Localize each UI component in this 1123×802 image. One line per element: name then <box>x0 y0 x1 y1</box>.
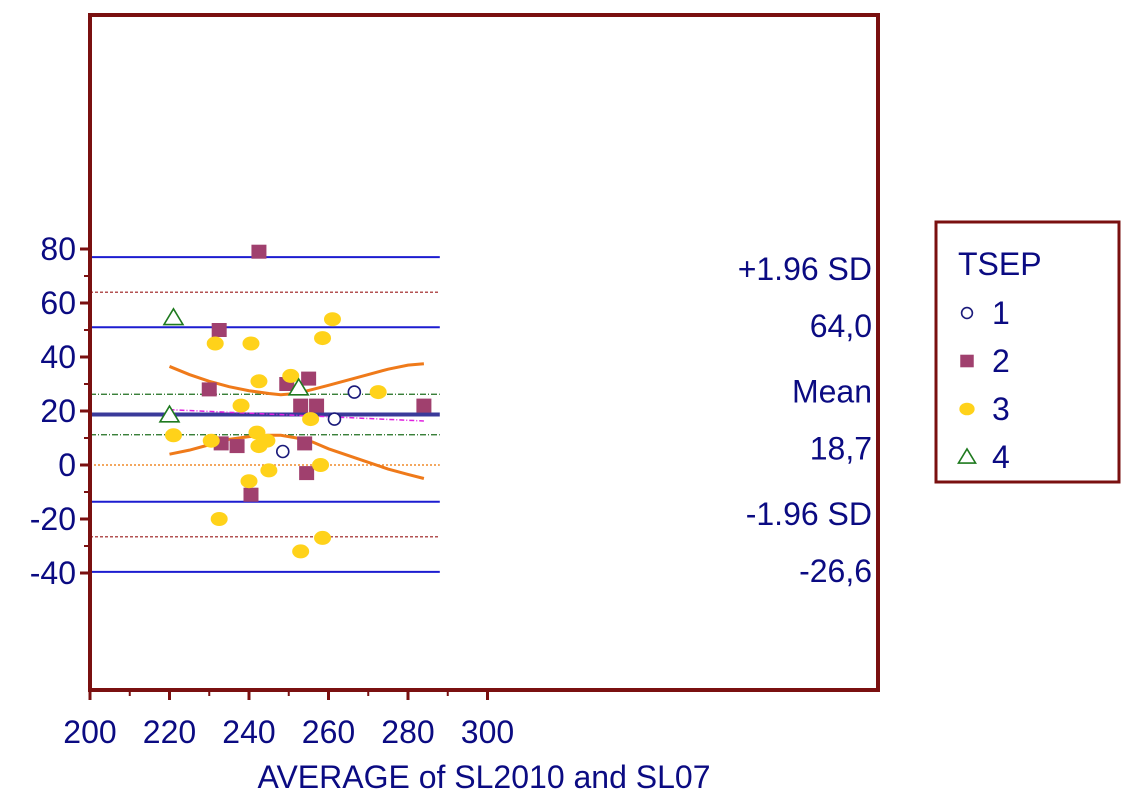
axes: 200 220 240 260 280 300 -40 -20 0 20 40 60 80 <box>30 231 514 750</box>
y-tick-label-5: 60 <box>40 285 76 321</box>
legend-label-1: 1 <box>992 295 1010 331</box>
x-tick-label-1: 220 <box>143 714 196 750</box>
data-point-series-3-10 <box>202 433 220 448</box>
data-point-series-3-9 <box>164 428 182 443</box>
legend-marker-1 <box>960 306 974 320</box>
regression-line <box>169 408 424 422</box>
data-point-series-2-1 <box>211 323 227 337</box>
data-point-series-3-6 <box>232 398 250 413</box>
y-tick-label-2: 0 <box>58 447 76 483</box>
plot-frame <box>88 13 880 692</box>
data-point-series-2-7 <box>416 398 432 413</box>
data-point-series-3-0 <box>323 312 341 327</box>
data-point-series-2-4 <box>301 371 317 386</box>
data-point-series-1-2 <box>275 444 290 459</box>
data-point-series-2-11 <box>299 466 315 481</box>
data-point-series-1-1 <box>327 412 342 426</box>
legend-box <box>934 220 1121 484</box>
legend-label-2: 2 <box>992 343 1010 379</box>
y-tick-label-6: 80 <box>40 231 76 267</box>
data-point-series-3-16 <box>312 458 330 472</box>
data-point-series-1-0 <box>347 385 362 399</box>
data-point-series-3-13 <box>258 433 276 448</box>
data-point-series-3-7 <box>369 385 387 400</box>
data-point-series-3-2 <box>242 336 260 351</box>
y-tick-label-4: 40 <box>40 339 76 375</box>
x-tick-label-3: 260 <box>302 714 355 750</box>
y-tick-label-3: 20 <box>40 393 76 429</box>
y-tick-label-1: -20 <box>30 501 76 537</box>
data-point-series-3-4 <box>250 374 268 389</box>
x-tick-label-2: 240 <box>222 714 275 750</box>
legend-marker-4 <box>957 447 977 464</box>
legend-label-3: 3 <box>992 391 1010 427</box>
legend-title: TSEP <box>958 246 1042 282</box>
data-point-series-3-8 <box>302 412 320 427</box>
upper-loa-value: 64,0 <box>810 308 872 344</box>
data-point-series-2-5 <box>293 398 309 413</box>
upper-loa-label: +1.96 SD <box>738 251 872 287</box>
legend-marker-2 <box>960 354 974 368</box>
data-point-series-4-0 <box>162 307 185 326</box>
data-point-series-3-5 <box>282 368 300 383</box>
x-tick-label-4: 280 <box>381 714 434 750</box>
y-tick-label-0: -40 <box>30 555 76 591</box>
lower-loa-value: -26,6 <box>799 553 872 589</box>
data-point-series-2-12 <box>243 487 259 502</box>
mean-label: Mean <box>792 374 872 410</box>
data-point-series-3-15 <box>240 474 258 489</box>
x-tick-label-5: 300 <box>461 714 514 750</box>
plot-area: +1.96 SD 64,0 Mean 18,7 -1.96 SD -26,6 <box>90 244 872 589</box>
data-point-series-2-2 <box>201 382 217 397</box>
data-point-series-3-18 <box>314 530 332 545</box>
mean-value: 18,7 <box>810 431 872 467</box>
legend: TSEP 1 2 3 4 <box>934 220 1121 484</box>
x-axis-title: AVERAGE of SL2010 and SL07 <box>257 759 710 795</box>
data-point-series-4-2 <box>158 404 181 423</box>
data-point-series-3-1 <box>206 336 224 351</box>
data-point-series-4-1 <box>287 377 310 396</box>
data-point-series-2-0 <box>251 244 267 259</box>
data-point-series-3-17 <box>210 512 228 526</box>
data-point-series-3-3 <box>314 331 332 346</box>
data-point-series-2-6 <box>309 398 325 413</box>
legend-label-4: 4 <box>992 439 1010 475</box>
data-point-series-2-10 <box>297 436 313 451</box>
x-tick-label-0: 200 <box>63 714 116 750</box>
legend-marker-3 <box>959 402 975 416</box>
data-point-series-2-9 <box>229 439 245 454</box>
lower-loa-label: -1.96 SD <box>746 496 872 532</box>
data-point-series-3-19 <box>292 544 310 559</box>
data-point-series-3-14 <box>260 463 278 478</box>
